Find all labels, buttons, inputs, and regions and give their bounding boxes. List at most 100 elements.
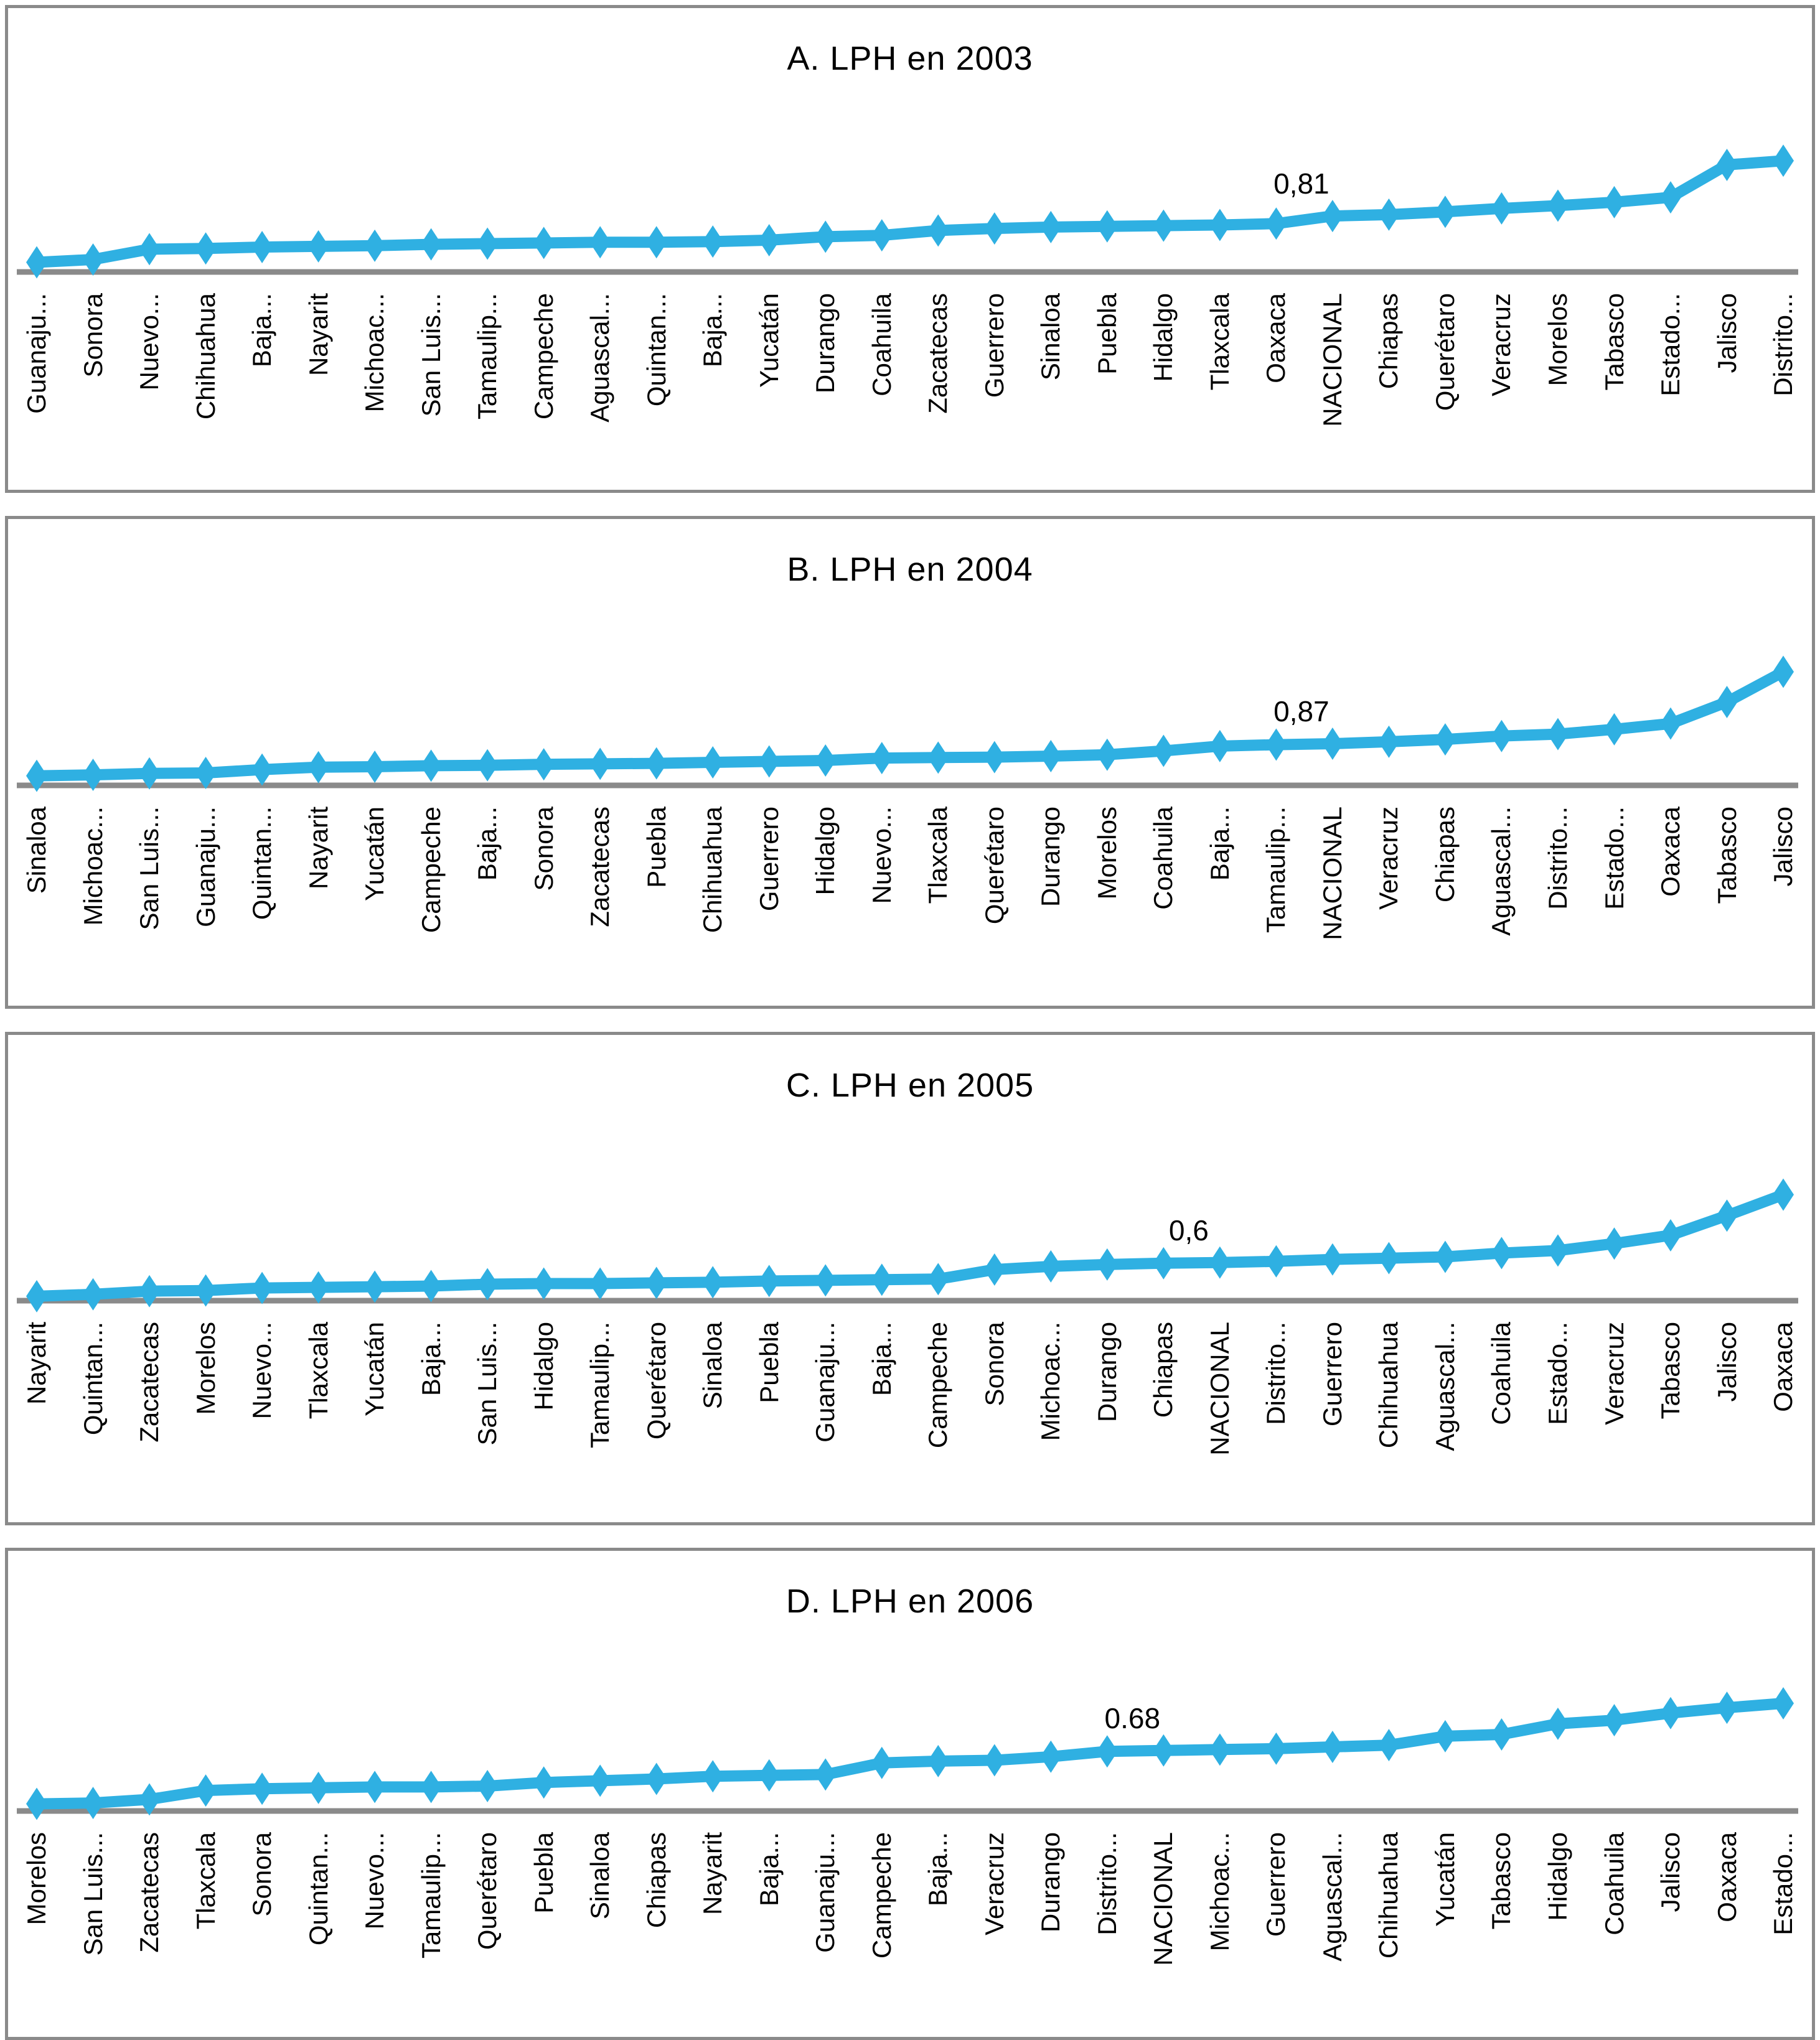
x-axis-label: Tamaulip... — [416, 1832, 446, 1959]
x-axis-label: Baja... — [754, 1832, 784, 1907]
x-axis-label: Aguascal... — [1317, 1832, 1347, 1962]
x-axis-label: Durango — [1036, 1832, 1066, 1933]
x-axis-label: Veracruz — [1486, 293, 1516, 396]
x-axis-label: Chiapas — [1430, 807, 1460, 903]
x-axis-label: NACIONAL — [1148, 1832, 1178, 1966]
x-axis-label: Yucatán — [360, 1322, 390, 1416]
x-axis-label: Quintan... — [78, 1322, 108, 1436]
diamond-markers — [26, 144, 1794, 279]
x-axis-label: Michoac... — [1204, 1832, 1234, 1952]
x-axis-label: Hidalgo — [528, 1322, 558, 1411]
panel-lph-2005: C. LPH en 2005 0,6 Nayarit Quintan... Zaca… — [5, 1032, 1815, 1525]
chart-title-2006: D. LPH en 2006 — [786, 1583, 1034, 1620]
x-axis-label: Guanaju... — [22, 293, 51, 414]
x-axis-label: Tabasco — [1656, 1322, 1685, 1420]
x-axis-label: San Luis... — [472, 1322, 502, 1446]
x-axis-label: Estado... — [1656, 293, 1685, 396]
x-axis-label: Morelos — [1092, 807, 1122, 900]
x-axis-label: Chihuahua — [698, 807, 728, 933]
x-axis-label: Sinaloa — [22, 807, 51, 894]
x-axis-label: Nayarit — [303, 293, 333, 377]
x-axis-label: Michoac... — [1036, 1322, 1066, 1441]
x-axis-label: Durango — [1092, 1322, 1122, 1423]
x-axis-label: Quintan... — [303, 1832, 333, 1946]
x-axis-label: Guerrero — [1317, 1322, 1347, 1427]
x-axis-label: Hidalgo — [1148, 293, 1178, 382]
x-axis-label: Morelos — [22, 1832, 51, 1925]
x-axis-label: San Luis... — [134, 807, 164, 930]
x-axis-label: Sonora — [247, 1832, 277, 1917]
x-axis-label: Michoac... — [78, 807, 108, 926]
lph-line-plot-D: 0.68 — [17, 1687, 1798, 1820]
x-axis-label: Baja... — [1204, 807, 1234, 881]
x-axis-label: Oaxaca — [1712, 1832, 1742, 1922]
x-axis-label: Distrito... — [1768, 293, 1798, 396]
x-axis-label: Sinaloa — [698, 1322, 728, 1410]
x-axis-label: Tamaulip... — [585, 1322, 615, 1449]
line-chart-2004: 0,87 Sinaloa Michoac... San Luis... Guanaju… — [8, 519, 1812, 1006]
x-axis-label: Puebla — [641, 807, 671, 888]
x-axis-label: Guerrero — [979, 293, 1009, 398]
chart-title-2005: C. LPH en 2005 — [786, 1067, 1034, 1104]
x-axis-label: Querétaro — [979, 807, 1009, 925]
x-axis-label: Zacatecas — [585, 807, 615, 927]
x-axis-label: Nayarit — [303, 807, 333, 890]
x-axis-label: Tlaxcala — [190, 1832, 220, 1930]
x-axis-label: Oaxaca — [1656, 807, 1685, 897]
lph-line-plot-B: 0,87 — [17, 655, 1798, 792]
x-axis-label: Chiapas — [1374, 293, 1404, 390]
x-axis-label: Jalisco — [1656, 1832, 1685, 1912]
x-axis-label: Michoac... — [360, 293, 390, 413]
data-label-nacional: 0,87 — [1274, 695, 1330, 728]
x-axis-label: Hidalgo — [810, 807, 840, 896]
x-axis-label: Estado... — [1768, 1832, 1798, 1935]
x-axis-label: Coahuila — [1599, 1832, 1629, 1935]
x-axis-label: Sinaloa — [585, 1832, 615, 1920]
x-axis-label: Morelos — [1542, 293, 1572, 386]
x-axis-label: Tamaulip... — [1261, 807, 1291, 933]
x-axis-label: Querétaro — [1430, 293, 1460, 411]
x-axis-label: Chihuahua — [1374, 1832, 1404, 1959]
data-label-nacional: 0.68 — [1105, 1702, 1161, 1734]
x-axis-label: Estado... — [1542, 1322, 1572, 1425]
diamond-markers — [26, 655, 1794, 792]
x-axis-label: Baja... — [416, 1322, 446, 1397]
x-axis-label: Veracruz — [1599, 1322, 1629, 1425]
x-axis-label: Sonora — [979, 1322, 1009, 1406]
x-axis-label: Tabasco — [1599, 293, 1629, 391]
x-axis-label: NACIONAL — [1317, 807, 1347, 940]
line-chart-2003: 0,81 Guanaju... Sonora Nuevo... Chihuahua Ba… — [8, 8, 1812, 490]
x-axis-label: Nuevo... — [247, 1322, 277, 1420]
x-axis-label: Coahuila — [866, 293, 896, 396]
x-axis-label: Chiapas — [1148, 1322, 1178, 1418]
x-axis-label: Guanaju... — [810, 1322, 840, 1443]
x-axis-label: Distrito... — [1092, 1832, 1122, 1935]
x-axis-label: Nayarit — [698, 1832, 728, 1916]
x-axis-label: Campeche — [416, 807, 446, 933]
panel-lph-2004: B. LPH en 2004 0,87 Sinaloa Michoac... San… — [5, 516, 1815, 1009]
x-axis-label: Sinaloa — [1036, 293, 1066, 381]
x-axis-label: Baja... — [698, 293, 728, 368]
x-axis-label: Baja... — [247, 293, 277, 368]
x-axis-label: Durango — [1036, 807, 1066, 907]
x-axis-label: Guanaju... — [190, 807, 220, 927]
lph-series-line — [31, 1189, 1789, 1302]
x-axis-label: Yucatán — [754, 293, 784, 388]
x-axis-label: Hidalgo — [1542, 1832, 1572, 1921]
x-axis-label: Campeche — [866, 1832, 896, 1959]
panel-lph-2003: A. LPH en 2003 0,81 Guanaju... Sonora Nuev… — [5, 5, 1815, 493]
x-axis-label: Tabasco — [1486, 1832, 1516, 1930]
x-axis-label: Distrito... — [1261, 1322, 1291, 1425]
x-axis-label: Veracruz — [979, 1832, 1009, 1935]
x-axis-label: Baja... — [923, 1832, 953, 1907]
x-axis-label: Jalisco — [1712, 293, 1742, 373]
x-axis-label: Chiapas — [641, 1832, 671, 1929]
x-axis-label: San Luis... — [78, 1832, 108, 1956]
x-axis-label: Aguascal... — [1486, 807, 1516, 936]
lph-series-line — [31, 1698, 1789, 1810]
diamond-markers — [26, 1687, 1794, 1820]
x-axis-label: NACIONAL — [1317, 293, 1347, 427]
x-axis-label: Quintan... — [641, 293, 671, 407]
x-axis-label: Nuevo... — [134, 293, 164, 391]
lph-line-plot-A: 0,81 — [17, 144, 1798, 279]
